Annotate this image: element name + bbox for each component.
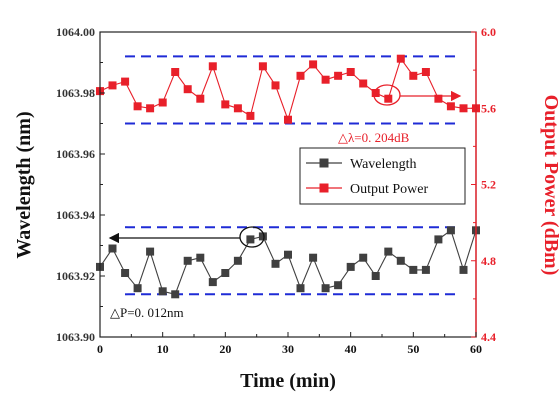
power-point [421,68,430,76]
wavelength-point [396,256,405,265]
power-point [296,71,305,80]
power-point [158,98,167,107]
x-axis-title: Time (min) [240,370,336,392]
wavelength-point [171,290,180,299]
power-point [108,81,117,90]
wavelength-annotation: △P=0. 012nm [108,226,265,320]
power-point [183,85,192,94]
wavelength-point [384,247,393,256]
power-point [446,102,455,111]
power-point [258,62,267,71]
power-point [346,68,355,76]
right-axis-ticks: 4.4 4.8 5.2 5.6 6.0 [471,25,496,344]
wavelength-point [321,284,330,293]
power-point [334,71,343,80]
power-point [371,89,380,97]
left-tick-label: 1063.90 [56,330,95,344]
x-tick-label: 0 [97,342,103,356]
x-tick-label: 30 [282,342,294,356]
wavelength-point [271,259,280,268]
left-tick-label: 1063.98 [56,86,95,100]
power-annotation: △λ=0. 204dB [338,84,462,145]
wavelength-point [434,235,443,244]
right-tick-label: 5.6 [481,101,496,115]
power-point [133,102,142,111]
wavelength-point [459,265,468,274]
right-tick-label: 4.4 [481,330,496,344]
wavelength-point [158,287,167,296]
power-point [321,75,330,84]
power-point [208,62,217,71]
left-axis-title: Wavelength (nm) [13,111,35,258]
power-highlight-circle [373,84,401,106]
left-axis-ticks: 1063.90 1063.92 1063.94 1063.96 1063.98 1064.… [56,25,105,344]
power-point [459,104,468,113]
x-tick-label: 10 [157,342,169,356]
wavelength-point [421,265,430,274]
power-point [359,79,368,88]
wavelength-point [296,284,305,293]
wavelength-highlight-circle [239,226,265,248]
series-layer [96,54,480,299]
power-point [146,104,155,113]
x-axis-ticks: 0 10 20 30 40 50 60 [97,332,482,356]
left-tick-label: 1063.92 [56,269,95,283]
wavelength-point [334,281,343,290]
power-point [309,60,318,69]
wavelength-point [221,269,230,277]
legend-power-marker [319,183,329,193]
wavelength-point [346,262,355,271]
wavelength-point [108,244,117,253]
wavelength-point [446,226,455,235]
wavelength-point [284,250,292,259]
right-tick-label: 5.2 [481,178,496,192]
wavelength-point [258,232,267,241]
power-point [409,71,418,80]
power-point [246,111,255,120]
legend-power-label: Output Power [350,182,429,197]
wavelength-point [246,235,255,244]
x-tick-label: 60 [470,342,482,356]
legend: Wavelength Output Power [299,147,466,205]
left-tick-label: 1063.94 [56,208,95,222]
wavelength-point [233,256,242,265]
legend-wavelength-marker [319,158,329,168]
legend-box [299,147,466,205]
wavelength-point [208,278,217,287]
wavelength-point [409,265,418,274]
wavelength-point [371,272,380,280]
right-tick-label: 6.0 [481,25,496,39]
wavelength-delta-label: △P=0. 012nm [110,305,184,320]
legend-wavelength-label: Wavelength [350,157,417,172]
x-tick-label: 40 [345,342,357,356]
left-tick-label: 1063.96 [56,147,95,161]
right-tick-label: 4.8 [481,254,496,268]
wavelength-point [309,253,318,262]
wavelength-point [183,256,192,265]
power-delta-label: △λ=0. 204dB [338,130,410,145]
power-point [196,94,205,103]
power-point [171,68,180,76]
right-axis-title: Output Power (dBm) [540,95,559,276]
power-point [434,94,443,103]
power-point [121,77,130,86]
wavelength-point [196,253,205,262]
x-tick-label: 20 [219,342,231,356]
wavelength-point [146,247,155,256]
power-point [271,81,280,90]
left-tick-label: 1064.00 [56,25,95,39]
wavelength-point [121,269,130,277]
power-point [384,94,393,103]
power-point [221,100,230,109]
x-tick-label: 50 [407,342,419,356]
power-point [284,115,292,124]
wavelength-point [359,253,368,262]
power-point [233,104,242,113]
wavelength-point [133,284,142,293]
power-point [396,54,405,63]
